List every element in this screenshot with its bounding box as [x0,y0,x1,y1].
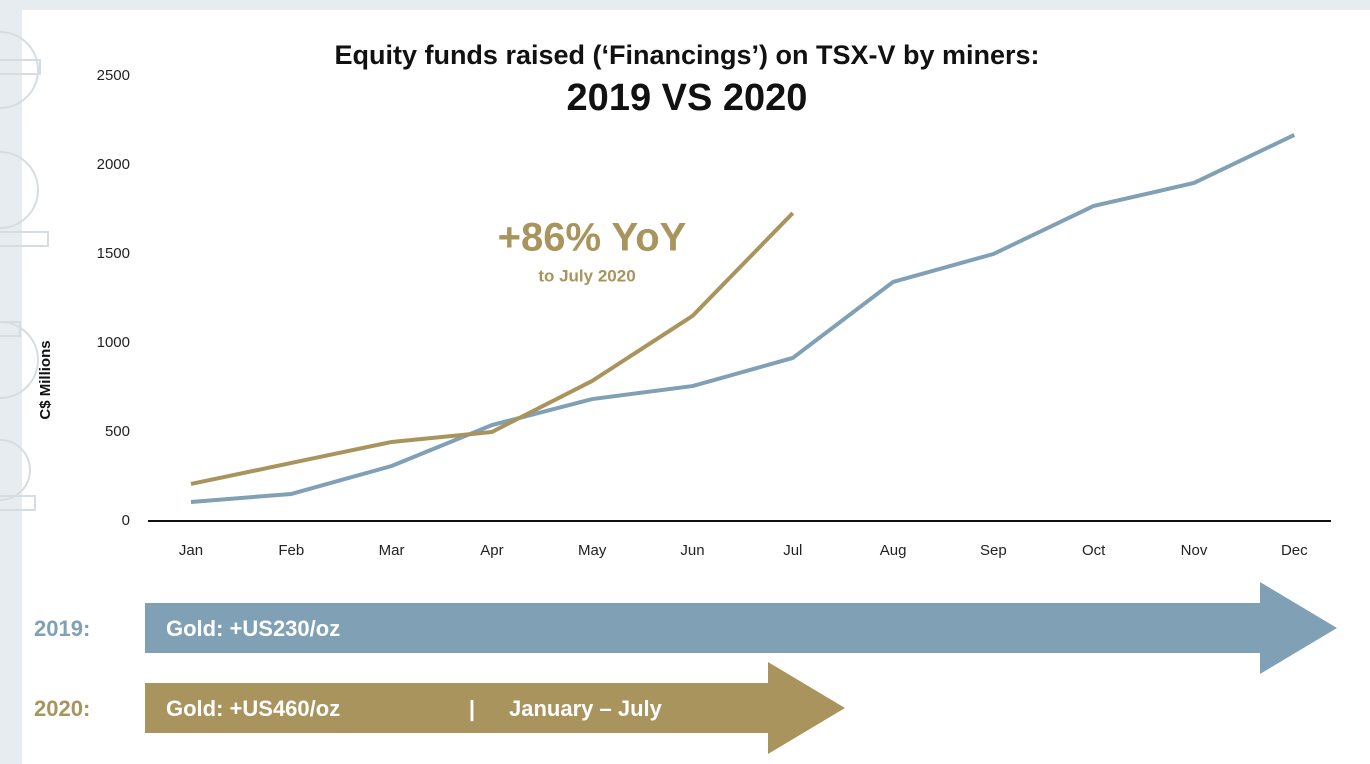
legend-note: Gold: +US230/oz [166,616,340,641]
x-tick-label: Jun [680,542,704,559]
y-tick-label: 500 [105,423,130,440]
y-axis-label: C$ Millions [37,340,54,419]
y-tick-label: 1000 [97,334,130,351]
x-tick-label: Jul [783,542,802,559]
legend-separator: | [469,696,475,721]
x-tick-label: Mar [379,542,405,559]
annotation-subtext: to July 2020 [538,266,635,285]
decoration [0,31,49,511]
x-tick-label: Nov [1181,542,1208,559]
y-tick-label: 0 [122,512,130,529]
x-tick-label: Dec [1281,542,1308,559]
legend-label: 2019: [34,616,90,641]
x-tick-label: Apr [480,542,503,559]
x-tick-label: Aug [880,542,907,559]
y-tick-label: 2000 [97,156,130,173]
x-tick-label: Oct [1082,542,1106,559]
y-tick-label: 2500 [97,67,130,84]
series-line [190,211,795,486]
chart-subtitle: 2019 VS 2020 [567,77,808,119]
chart-title: Equity funds raised (‘Financings’) on TS… [334,40,1039,70]
legend-arrow [145,582,1337,674]
legend-arrow [145,662,845,754]
series-line [190,133,1296,504]
legend-period: January – July [509,696,663,721]
legend-note: Gold: +US460/oz [166,696,340,721]
legend-label: 2020: [34,696,90,721]
y-tick-label: 1500 [97,245,130,262]
annotation: +86% YoY [498,216,687,260]
x-tick-label: May [578,542,607,559]
x-tick-label: Jan [179,542,203,559]
x-tick-label: Feb [278,542,304,559]
x-tick-label: Sep [980,542,1007,559]
